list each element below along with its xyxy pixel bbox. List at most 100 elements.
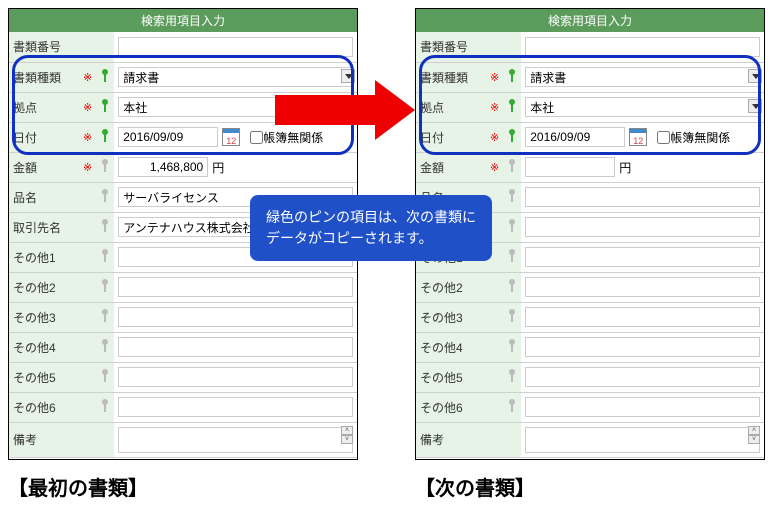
field-value-cell: 請求書 [521,62,764,92]
form-row-書類番号: 書類番号 [9,32,357,62]
chevron-down-icon[interactable] [748,99,762,113]
field-label: 書類番号 [9,32,79,62]
dropdown-input[interactable]: 本社 [118,97,353,117]
pin-toggle[interactable] [96,212,114,242]
ledger-unrelated-checkbox[interactable] [657,131,670,144]
pin-toggle[interactable] [96,122,114,152]
pin-toggle[interactable] [503,302,521,332]
field-value-cell [521,182,764,212]
amount-input[interactable] [525,157,615,177]
date-input[interactable]: 2016/09/09 [118,127,218,147]
dropdown-input[interactable]: 本社 [525,97,760,117]
form-row-書類種類: 書類種類※請求書 [416,62,764,92]
pin-toggle[interactable] [96,392,114,422]
amount-input[interactable]: 1,468,800 [118,157,208,177]
pin-toggle[interactable] [96,92,114,122]
text-input[interactable] [525,307,760,327]
remarks-input[interactable] [118,427,353,453]
text-input[interactable] [525,217,760,237]
pin-icon [507,399,517,413]
text-input[interactable] [525,337,760,357]
field-value-cell [114,302,357,332]
text-input[interactable] [118,337,353,357]
required-mark [486,422,503,457]
pin-toggle[interactable] [96,182,114,212]
required-mark [79,272,96,302]
caption-next: 【次の書類】 [415,472,535,501]
spinner-up-icon[interactable]: ˄ [748,426,760,435]
pin-toggle[interactable] [503,332,521,362]
pin-toggle[interactable] [96,362,114,392]
form-row-その他2: その他2 [9,272,357,302]
chevron-down-icon[interactable] [341,99,355,113]
pin-toggle[interactable] [96,422,114,457]
pin-toggle[interactable] [96,272,114,302]
spinner-down-icon[interactable]: ˅ [341,435,353,444]
pin-toggle[interactable] [96,62,114,92]
form-row-備考: 備考 ˄˅ [9,422,357,457]
pin-toggle[interactable] [96,32,114,62]
pin-icon [100,189,110,203]
date-input[interactable]: 2016/09/09 [525,127,625,147]
calendar-icon[interactable] [629,128,647,146]
field-label: その他2 [9,272,79,302]
text-input[interactable] [525,367,760,387]
required-mark: ※ [79,62,96,92]
field-value-cell: 本社 [521,92,764,122]
text-input[interactable] [118,307,353,327]
pin-toggle[interactable] [96,152,114,182]
dropdown-input[interactable]: 請求書 [118,67,353,87]
spinner-up-icon[interactable]: ˄ [341,426,353,435]
spinner[interactable]: ˄˅ [748,426,760,444]
pin-toggle[interactable] [96,332,114,362]
chevron-down-icon[interactable] [341,69,355,83]
pin-toggle[interactable] [503,32,521,62]
pin-icon [100,99,110,113]
pin-toggle[interactable] [503,122,521,152]
text-input[interactable] [118,367,353,387]
pin-toggle[interactable] [503,212,521,242]
pin-toggle[interactable] [503,422,521,457]
dropdown-input[interactable]: 請求書 [525,67,760,87]
form-row-備考: 備考˄˅ [416,422,764,457]
text-input[interactable] [525,247,760,267]
form-row-その他6: その他6 [416,392,764,422]
pin-toggle[interactable] [503,272,521,302]
field-label: その他4 [416,332,486,362]
remarks-input[interactable] [525,427,760,453]
text-input[interactable] [118,397,353,417]
pin-toggle[interactable] [503,242,521,272]
field-label: その他5 [416,362,486,392]
field-label: その他4 [9,332,79,362]
callout-tooltip: 緑色のピンの項目は、次の書類に データがコピーされます。 [250,195,492,261]
ledger-unrelated-checkbox[interactable] [250,131,263,144]
pin-toggle[interactable] [503,392,521,422]
pin-toggle[interactable] [96,242,114,272]
pin-toggle[interactable] [503,152,521,182]
required-mark [79,212,96,242]
pin-icon [507,129,517,143]
field-value-cell [114,332,357,362]
spinner[interactable]: ˄˅ [341,426,353,444]
pin-toggle[interactable] [503,182,521,212]
field-value-cell [521,362,764,392]
text-input[interactable] [525,277,760,297]
pin-toggle[interactable] [503,362,521,392]
field-value-cell [521,32,764,62]
required-mark [79,332,96,362]
chevron-down-icon[interactable] [748,69,762,83]
text-input[interactable] [118,37,353,57]
calendar-icon[interactable] [222,128,240,146]
field-label: 備考 [9,422,79,457]
text-input[interactable] [118,277,353,297]
pin-toggle[interactable] [503,92,521,122]
pin-icon [507,69,517,83]
pin-toggle[interactable] [96,302,114,332]
required-mark [79,392,96,422]
pin-toggle[interactable] [503,62,521,92]
text-input[interactable] [525,37,760,57]
spinner-down-icon[interactable]: ˅ [748,435,760,444]
text-input[interactable] [525,187,760,207]
text-input[interactable] [525,397,760,417]
form-row-その他3: その他3 [9,302,357,332]
